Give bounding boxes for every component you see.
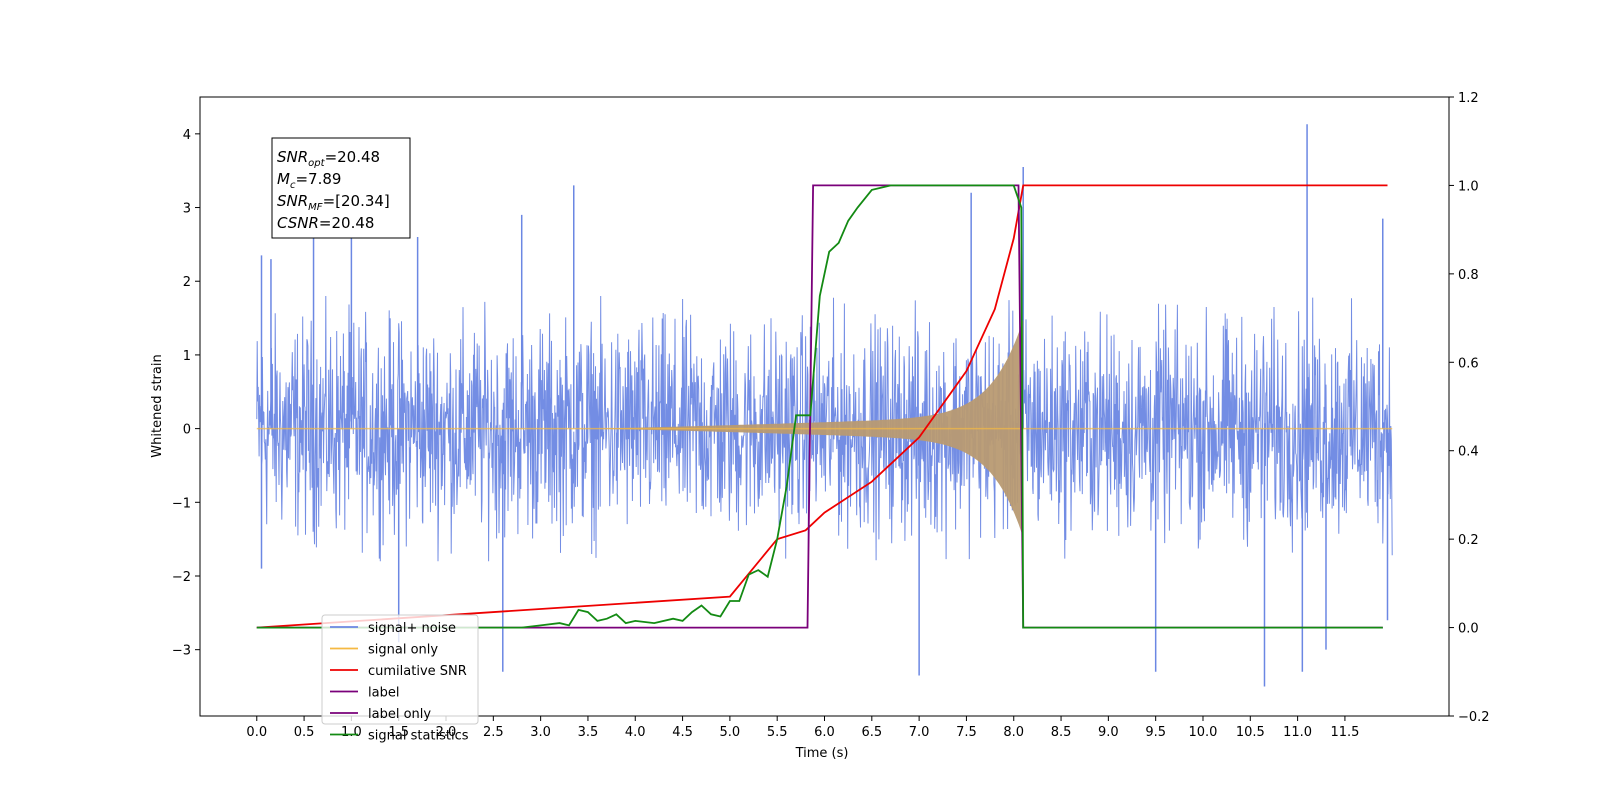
y-right-tick-label: 1.0 — [1458, 179, 1479, 194]
x-tick-label: 3.0 — [530, 725, 551, 740]
x-tick-label: 6.0 — [814, 725, 835, 740]
stats-line: SNRopt=20.48 — [277, 148, 380, 169]
x-tick-label: 5.5 — [767, 725, 788, 740]
y-right-tick-label: 1.2 — [1458, 91, 1479, 106]
x-tick-label: 8.0 — [1003, 725, 1024, 740]
stats-line: CSNR=20.48 — [277, 214, 374, 232]
legend-label: cumilative SNR — [368, 664, 467, 679]
x-tick-label: 0.0 — [246, 725, 267, 740]
x-tick-label: 2.0 — [436, 725, 457, 740]
x-tick-label: 11.0 — [1283, 725, 1312, 740]
legend-label: signal+ noise — [368, 621, 456, 636]
y-right-tick-label: 0.0 — [1458, 622, 1479, 637]
y-left-tick-label: −1 — [172, 496, 191, 511]
x-axis: 0.0 0.5 1.0 1.5 2.0 2.5 3.0 3.5 4.0 4.5 5.0 5.5 6.0 6… — [246, 716, 1359, 740]
x-tick-label: 9.0 — [1098, 725, 1119, 740]
y-left-tick-label: 2 — [183, 275, 191, 290]
series-line-cumilative-snr — [256, 184, 1388, 629]
x-tick-label: 4.5 — [672, 725, 693, 740]
y-left-tick-label: 0 — [183, 423, 191, 438]
x-axis-label: Time (s) — [795, 746, 849, 761]
x-tick-label: 7.0 — [909, 725, 930, 740]
stats-box: SNRopt=20.48Mc=7.89SNRMF=[20.34]CSNR=20.… — [271, 137, 411, 239]
legend: signal+ noise signal only cumilative SNR la… — [321, 614, 479, 744]
x-tick-label: 8.5 — [1051, 725, 1072, 740]
y-axis-label: Whitened strain — [150, 354, 165, 457]
y-left-tick-label: 3 — [183, 202, 191, 217]
stats-line: SNRMF=[20.34] — [277, 192, 390, 213]
y-left-tick-label: 4 — [183, 128, 191, 143]
legend-label: label only — [368, 707, 431, 722]
x-tick-label: 7.5 — [956, 725, 977, 740]
x-tick-label: 9.5 — [1145, 725, 1166, 740]
y-axis-right: −0.2 0.0 0.2 0.4 0.6 0.8 1.0 1.2 — [1449, 91, 1490, 725]
stats-line: Mc=7.89 — [277, 170, 341, 191]
series-line-signal-statistics — [256, 184, 1383, 629]
x-tick-label: 5.0 — [720, 725, 741, 740]
legend-label: signal statistics — [368, 729, 469, 744]
y-right-tick-label: 0.4 — [1458, 445, 1479, 460]
y-right-tick-label: 0.8 — [1458, 268, 1479, 283]
noise-layer — [256, 124, 1393, 687]
x-tick-label: 1.5 — [388, 725, 409, 740]
x-tick-label: 11.5 — [1330, 725, 1359, 740]
noise-trace — [256, 295, 1393, 562]
x-tick-label: 6.5 — [861, 725, 882, 740]
x-tick-label: 3.5 — [578, 725, 599, 740]
x-tick-label: 1.0 — [341, 725, 362, 740]
signal-layer — [256, 319, 1393, 538]
x-tick-label: 2.5 — [483, 725, 504, 740]
legend-label: signal only — [368, 643, 438, 658]
y-left-tick-label: 1 — [183, 349, 191, 364]
x-tick-label: 10.0 — [1189, 725, 1218, 740]
y-right-tick-label: 0.2 — [1458, 533, 1479, 548]
y-left-tick-label: −2 — [172, 570, 191, 585]
y-right-tick-label: −0.2 — [1458, 710, 1490, 725]
x-tick-label: 10.5 — [1236, 725, 1265, 740]
x-tick-label: 0.5 — [294, 725, 315, 740]
x-tick-label: 4.0 — [625, 725, 646, 740]
lines-layer — [256, 184, 1388, 629]
legend-label: label — [368, 686, 399, 701]
y-left-tick-label: −3 — [172, 644, 191, 659]
y-right-tick-label: 0.6 — [1458, 356, 1479, 371]
y-axis-left: −3 −2 −1 0 1 2 3 4 — [172, 128, 200, 659]
